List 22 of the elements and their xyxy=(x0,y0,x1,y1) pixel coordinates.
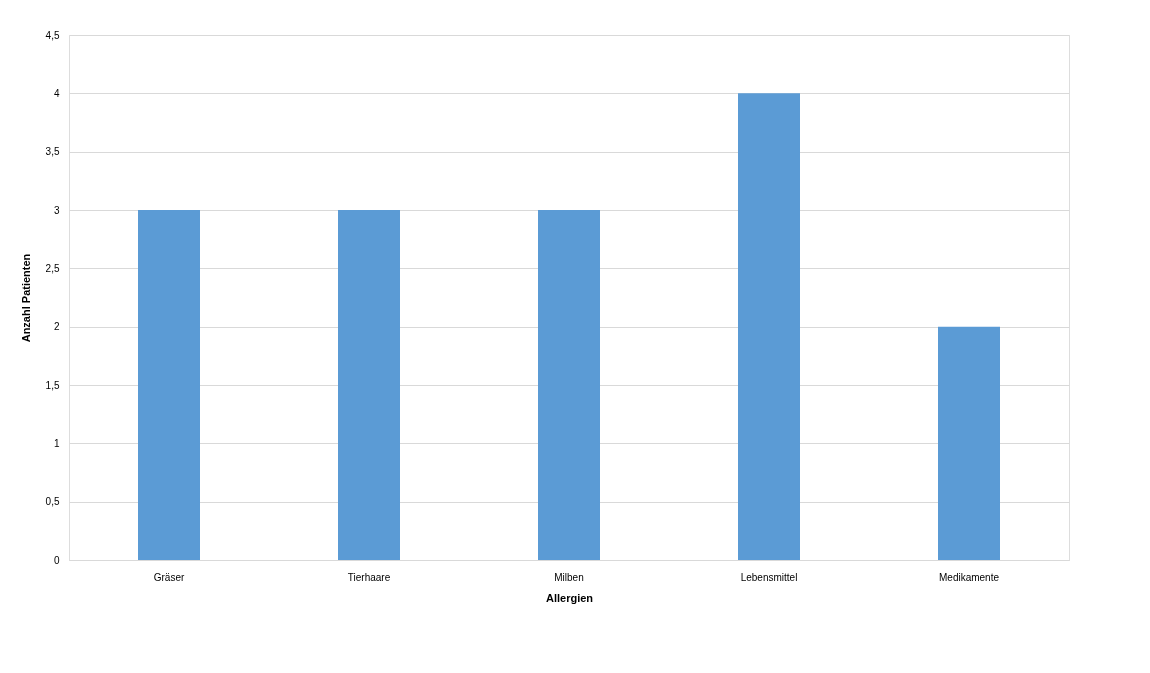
y-axis-title: Anzahl Patienten xyxy=(19,253,32,343)
x-tick-label: Medikamente xyxy=(938,571,1000,583)
y-tick-label: 2,5 xyxy=(45,262,60,274)
bar xyxy=(338,210,400,560)
y-tick-label: 3 xyxy=(53,204,60,216)
y-tick-label: 4 xyxy=(53,87,60,99)
y-tick-label: 1,5 xyxy=(45,379,60,391)
bar xyxy=(938,326,1000,560)
y-tick-label: 2 xyxy=(53,321,60,333)
x-tick-label: Lebensmittel xyxy=(740,571,798,583)
bar xyxy=(738,93,800,560)
y-tick-label: 3,5 xyxy=(45,146,60,158)
x-axis-title: Allergien xyxy=(545,591,594,604)
y-tick-label: 4,5 xyxy=(45,29,60,41)
x-tick-label: Tierhaare xyxy=(347,571,391,583)
y-tick-label: 1 xyxy=(53,437,60,449)
x-tick-label: Milben xyxy=(554,571,584,583)
bar xyxy=(138,210,200,560)
x-tick-label: Gräser xyxy=(153,571,185,583)
bar xyxy=(538,210,600,560)
y-tick-label: 0,5 xyxy=(45,496,60,508)
y-tick-label: 0 xyxy=(53,554,60,566)
